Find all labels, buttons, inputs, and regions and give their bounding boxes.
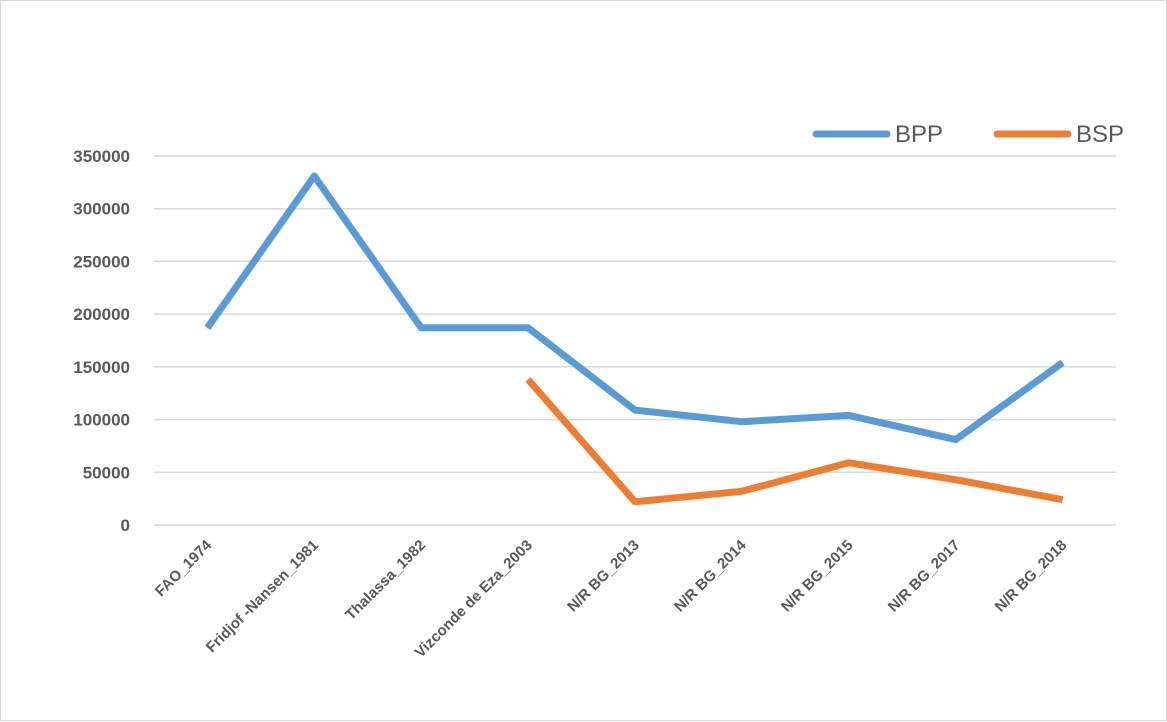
gridlines — [154, 155, 1116, 526]
x-tick-label: N/R BG_2017 — [885, 537, 964, 616]
y-tick-label: 250000 — [73, 252, 130, 271]
x-tick-label: Vizconde de Eza_2003 — [411, 537, 535, 661]
data-point-bpp — [206, 327, 208, 329]
data-point-bsp — [1062, 499, 1064, 501]
data-point-bsp — [848, 462, 850, 464]
data-point-bpp — [848, 414, 850, 416]
data-point-bpp — [313, 175, 315, 177]
data-point-bsp — [527, 379, 529, 381]
y-tick-label: 200000 — [73, 305, 130, 324]
legend-label-bsp: BSP — [1076, 121, 1124, 148]
y-tick-label: 50000 — [83, 463, 130, 482]
x-tick-label: N/R BG_2015 — [778, 537, 857, 616]
legend-label-bpp: BPP — [895, 121, 943, 148]
x-tick-label: N/R BG_2014 — [671, 536, 750, 615]
x-tick-label: N/R BG_2018 — [992, 537, 1071, 616]
y-tick-label: 350000 — [73, 147, 130, 166]
series-line-bpp — [204, 172, 1065, 444]
series-line-bsp — [525, 377, 1064, 506]
y-tick-label: 100000 — [73, 411, 130, 430]
x-tick-label: N/R BG_2013 — [564, 537, 643, 616]
x-tick-label: Thalassa_1982 — [342, 537, 429, 624]
series-lines — [204, 172, 1065, 506]
x-tick-label: FAO_1974 — [152, 536, 216, 600]
data-point-bsp — [634, 501, 636, 503]
x-tick-label: Fridjof -Nansen_1981 — [203, 537, 322, 656]
data-point-bpp — [1062, 362, 1064, 364]
data-point-bpp — [527, 327, 529, 329]
y-axis: 0 50000 100000 150000 200000 250000 300000 3500… — [73, 147, 130, 535]
legend: BPP BSP — [812, 121, 1124, 148]
y-tick-label: 0 — [121, 516, 130, 535]
y-tick-label: 300000 — [73, 200, 130, 219]
data-point-bpp — [634, 409, 636, 411]
data-point-bpp — [741, 421, 743, 423]
data-point-bpp — [955, 439, 957, 441]
data-point-bsp — [955, 479, 957, 481]
y-tick-label: 150000 — [73, 358, 130, 377]
data-point-bsp — [741, 490, 743, 492]
data-point-bpp — [420, 327, 422, 329]
